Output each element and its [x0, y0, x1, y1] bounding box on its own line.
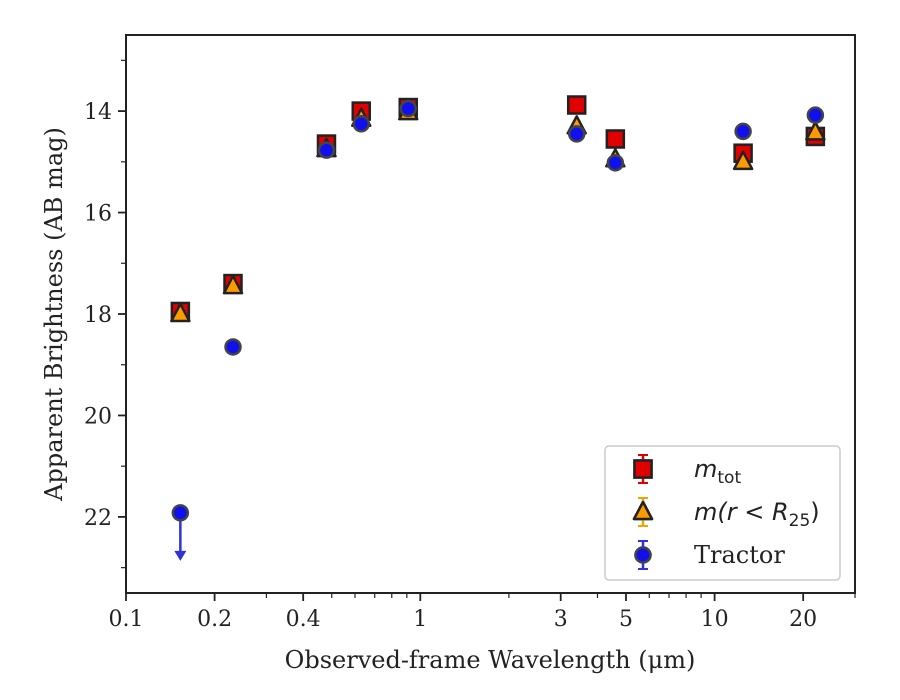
x-tick-label: 1: [413, 607, 427, 632]
legend-label: Tractor: [694, 541, 785, 569]
legend-entry: mtot: [633, 454, 741, 488]
y-axis-ticks: 14 16 18 20 22: [84, 59, 126, 569]
x-tick-label: 10: [701, 607, 729, 632]
legend-box: [604, 445, 841, 581]
upper-limit-arrow-head: [174, 550, 187, 561]
legend-circle-icon: [634, 546, 652, 564]
circle-point: [399, 99, 417, 118]
y-axis-label: Apparent Brightness (AB mag): [40, 127, 68, 502]
triangle-point: [732, 150, 754, 171]
triangle-point: [170, 302, 191, 323]
legend-label: mtot: [694, 455, 741, 488]
triangle-point: [805, 121, 826, 141]
series-circle: [171, 99, 825, 561]
circle-point: [606, 154, 625, 172]
x-axis-label: Observed-frame Wavelength (μm): [285, 646, 696, 674]
data-marks: [170, 95, 826, 561]
circle-point: [317, 141, 336, 159]
y-tick-label: 20: [84, 404, 112, 429]
triangle-point: [222, 274, 244, 295]
legend-triangle-icon: [632, 500, 654, 521]
x-tick-label: 0.4: [286, 607, 321, 632]
x-tick-label: 5: [619, 607, 633, 632]
legend-entry: Tractor: [634, 540, 785, 570]
y-tick-label: 22: [84, 506, 112, 531]
circle-point: [734, 122, 752, 141]
square-point: [566, 95, 587, 115]
circle-point: [806, 106, 825, 124]
legend-label: m(r < R25): [694, 498, 820, 531]
square-point: [605, 129, 626, 149]
circle-point: [224, 338, 242, 356]
legend-square-icon: [633, 459, 653, 479]
legend: mtot m(r < R25) Tractor: [604, 445, 841, 581]
circle-point: [352, 115, 370, 133]
plot-frame: [125, 34, 856, 594]
x-axis-ticks: 0.1 0.2 0.4 1 3 5 10 20: [109, 593, 856, 632]
x-tick-label: 0.1: [109, 607, 144, 632]
x-tick-label: 0.2: [197, 607, 232, 632]
x-tick-label: 20: [789, 607, 817, 632]
circle-point: [567, 125, 586, 143]
y-tick-label: 14: [84, 100, 112, 125]
circle-point: [171, 504, 190, 522]
x-tick-label: 3: [554, 607, 568, 632]
legend-entry: m(r < R25): [632, 497, 820, 531]
y-tick-label: 16: [84, 202, 112, 227]
y-tick-label: 18: [84, 303, 112, 328]
